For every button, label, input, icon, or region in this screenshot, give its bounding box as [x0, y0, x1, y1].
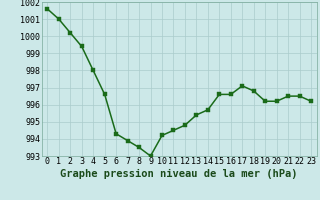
- X-axis label: Graphe pression niveau de la mer (hPa): Graphe pression niveau de la mer (hPa): [60, 169, 298, 179]
